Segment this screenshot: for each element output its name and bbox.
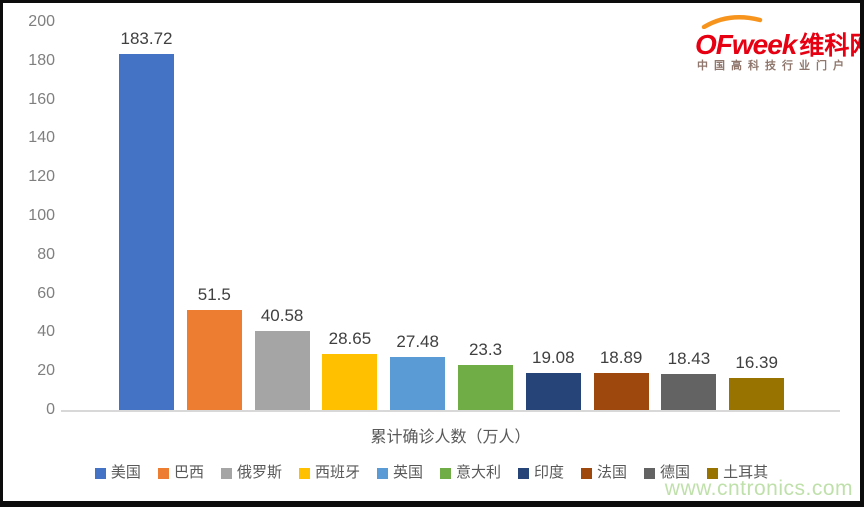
bar-value-label-俄罗斯: 40.58 xyxy=(260,306,304,326)
bar-俄罗斯 xyxy=(254,331,310,410)
legend-marker-icon xyxy=(220,467,232,479)
legend-marker-icon xyxy=(581,467,593,479)
bar-value-label-法国: 18.89 xyxy=(599,348,643,368)
legend-item-英国: 英国 xyxy=(376,464,423,482)
legend-label: 巴西 xyxy=(173,464,204,481)
legend-marker-icon xyxy=(298,467,310,479)
bar-美国 xyxy=(119,53,174,410)
bar-巴西 xyxy=(186,310,242,410)
legend-item-印度: 印度 xyxy=(518,464,564,482)
bar-英国 xyxy=(390,356,446,410)
legend-item-巴西: 巴西 xyxy=(157,464,204,482)
legend-marker-icon xyxy=(440,467,451,479)
bar-法国 xyxy=(593,373,649,410)
bar-value-label-土耳其: 16.39 xyxy=(735,353,778,373)
bar-value-label-巴西: 51.5 xyxy=(197,285,231,305)
y-tick-label-40: 40 xyxy=(37,323,55,341)
bar-value-label-西班牙: 28.65 xyxy=(328,329,372,349)
legend-marker-icon xyxy=(518,467,530,479)
bar-value-label-意大利: 23.3 xyxy=(468,339,503,359)
legend-label: 德国 xyxy=(660,464,691,481)
bar-value-label-英国: 27.48 xyxy=(396,331,439,351)
legend-label: 西班牙 xyxy=(314,464,360,481)
y-tick-label-80: 80 xyxy=(37,245,55,263)
legend-label: 意大利 xyxy=(456,464,502,481)
y-tick-label-180: 180 xyxy=(28,51,55,69)
ofweek-logo: OFweek维科网 中国高科技行业门户 xyxy=(695,13,860,72)
logo-brand-row: OFweek维科网 xyxy=(695,26,860,62)
legend-item-意大利: 意大利 xyxy=(440,464,501,482)
bar-土耳其 xyxy=(729,378,785,410)
bar-意大利 xyxy=(458,364,513,410)
legend-marker-icon xyxy=(376,467,388,479)
legend-label: 土耳其 xyxy=(723,464,769,481)
bar-西班牙 xyxy=(322,354,378,410)
legend-label: 英国 xyxy=(392,464,423,481)
legend-label: 印度 xyxy=(534,464,565,481)
x-axis-title: 累计确诊人数（万人） xyxy=(370,429,531,446)
legend-label: 美国 xyxy=(110,464,141,481)
bar-德国 xyxy=(661,374,717,410)
bar-value-label-印度: 19.08 xyxy=(532,347,575,367)
legend-item-美国: 美国 xyxy=(94,464,141,482)
logo-brand-text: OFweek xyxy=(695,29,797,60)
y-tick-label-20: 20 xyxy=(37,362,55,380)
legend-marker-icon xyxy=(707,467,719,479)
logo-tagline: 中国高科技行业门户 xyxy=(697,60,850,72)
legend-marker-icon xyxy=(94,467,106,479)
legend-label: 俄罗斯 xyxy=(236,464,282,481)
legend-item-法国: 法国 xyxy=(581,464,627,482)
y-tick-label-140: 140 xyxy=(28,129,55,147)
legend-item-德国: 德国 xyxy=(644,464,690,482)
bar-印度 xyxy=(525,372,581,410)
bar-value-label-美国: 183.72 xyxy=(120,28,173,48)
logo-brand-cn-text: 维科网 xyxy=(799,32,860,60)
legend-marker-icon xyxy=(644,467,656,479)
logo-arc-icon xyxy=(701,14,763,29)
y-tick-label-100: 100 xyxy=(28,207,55,224)
y-tick-label-160: 160 xyxy=(28,90,55,108)
chart-legend: 美国 巴西 俄罗斯 西班牙 英国 意大利 印度 法国 德国 土耳其 xyxy=(3,464,860,482)
watermark-text: www.cntronics.com xyxy=(664,477,853,500)
y-tick-label-200: 200 xyxy=(28,13,55,30)
legend-marker-icon xyxy=(157,467,169,479)
y-tick-label-0: 0 xyxy=(46,401,55,418)
legend-item-西班牙: 西班牙 xyxy=(298,464,360,482)
bar-value-label-德国: 18.43 xyxy=(667,349,711,369)
legend-item-土耳其: 土耳其 xyxy=(707,464,768,482)
y-tick-label-60: 60 xyxy=(37,284,55,302)
y-tick-label-120: 120 xyxy=(28,168,55,186)
legend-label: 法国 xyxy=(597,464,628,481)
legend-item-俄罗斯: 俄罗斯 xyxy=(220,464,282,482)
x-axis-line xyxy=(61,410,840,412)
